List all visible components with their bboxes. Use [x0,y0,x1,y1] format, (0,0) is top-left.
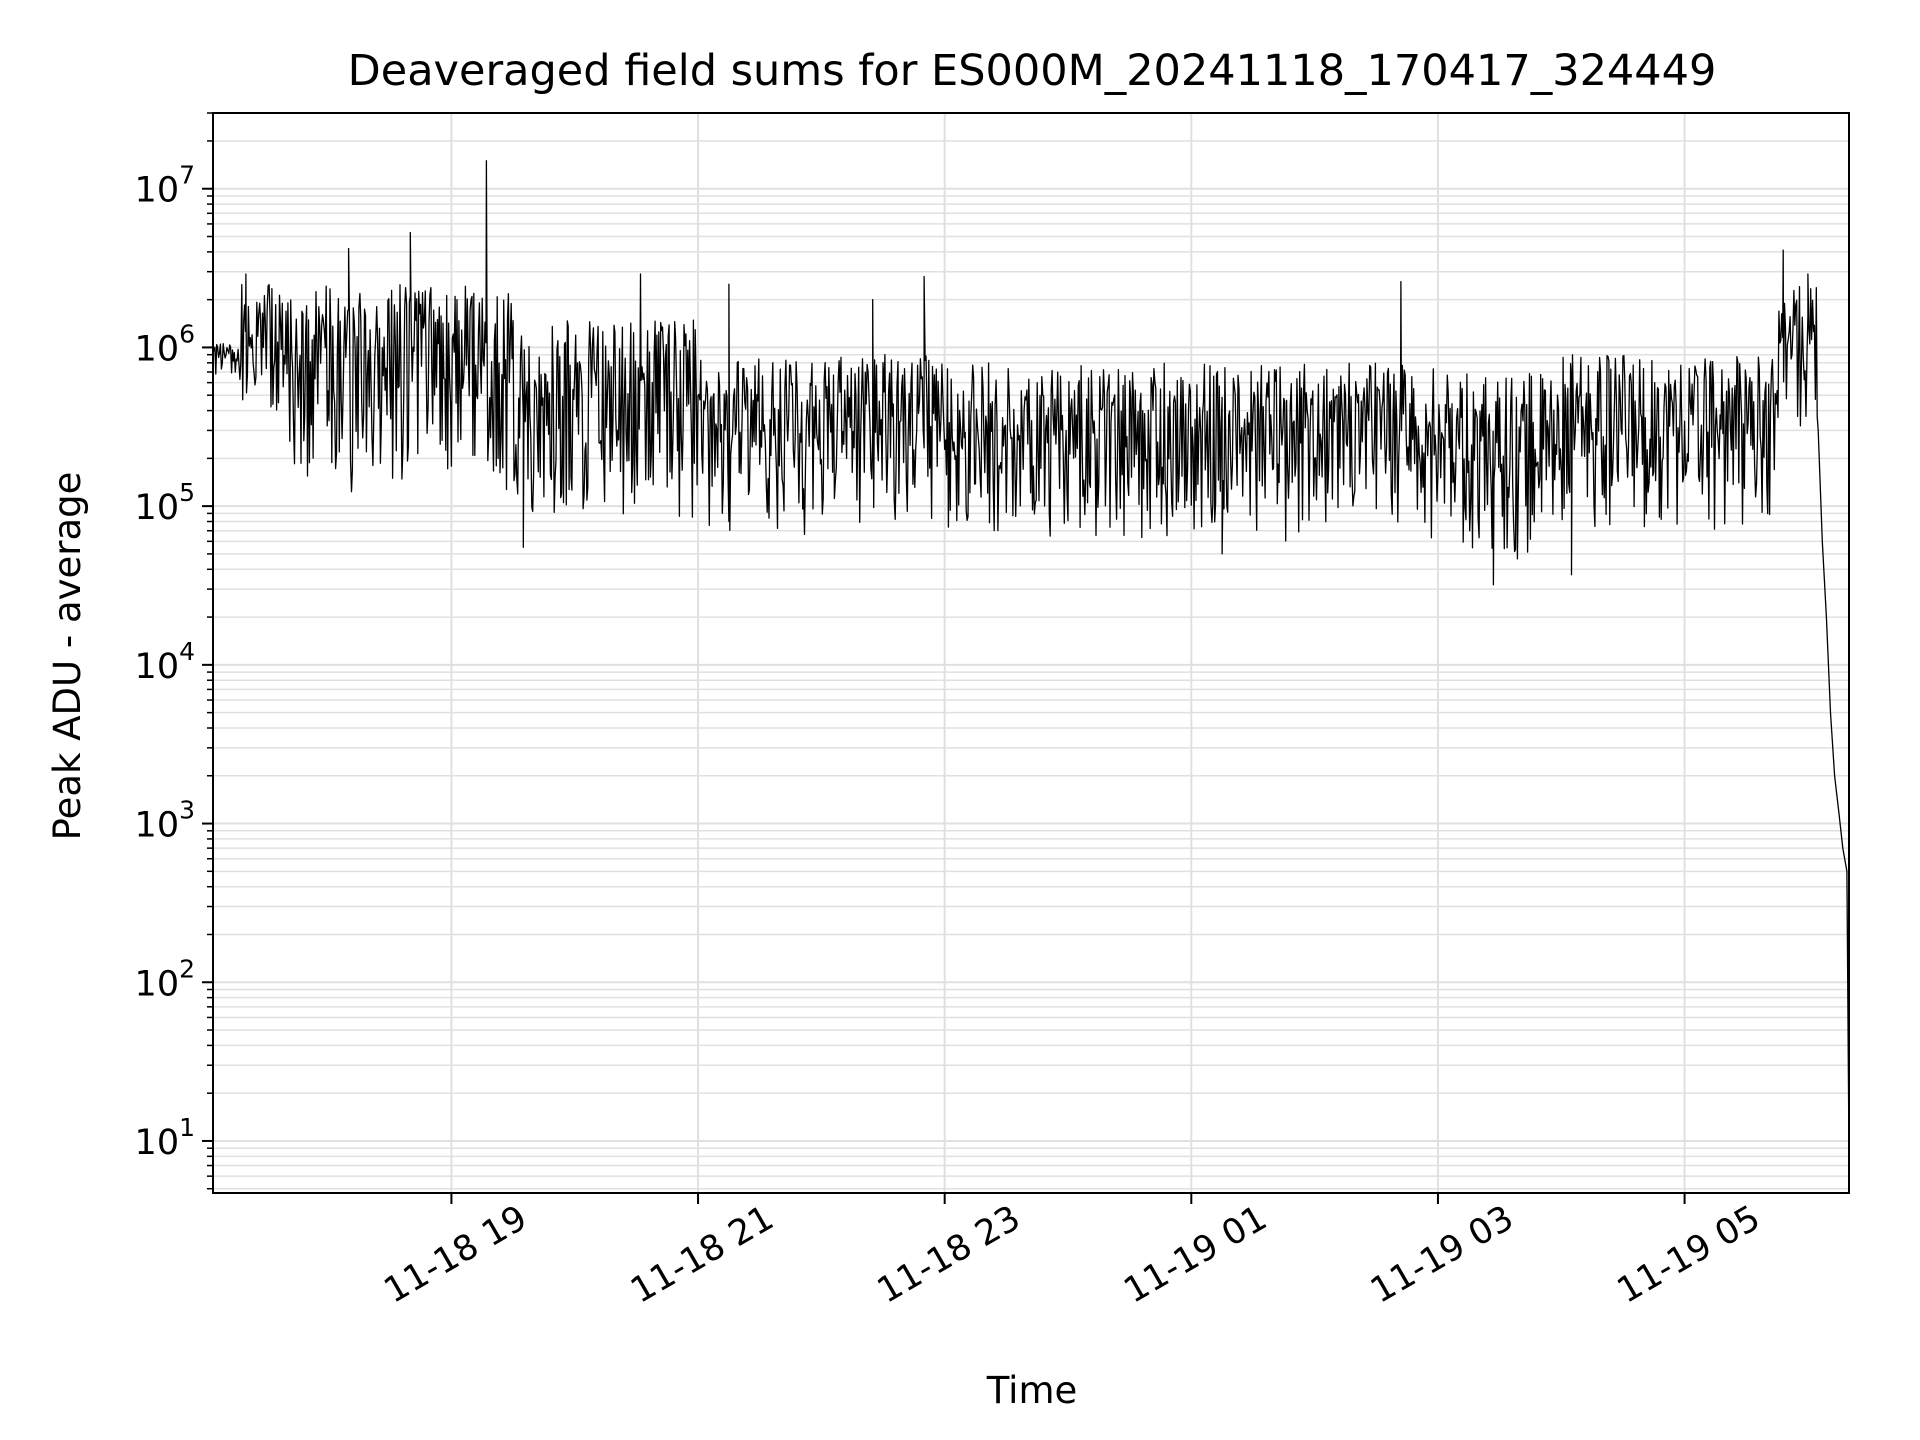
y-axis-label: Peak ADU - average [46,472,89,841]
y-tick-base: 10 [135,488,180,528]
y-tick-label: 105 [135,478,195,528]
y-tick-base: 10 [135,171,180,211]
y-tick-exponent: 7 [179,161,195,190]
y-tick-label: 106 [135,319,195,369]
y-tick-label: 103 [135,796,195,846]
x-tick-label: 11-19 05 [1611,1198,1767,1311]
x-tick-label: 11-18 23 [871,1198,1027,1311]
y-tick-base: 10 [135,647,180,687]
y-tick-exponent: 2 [179,954,195,983]
y-tick-base: 10 [135,1123,180,1163]
data-layer [212,160,1850,1157]
y-tick-label: 104 [135,637,195,687]
x-tick-label: 11-18 21 [624,1198,780,1311]
y-tick-exponent: 3 [179,796,195,825]
x-tick-label: 11-18 19 [378,1198,534,1311]
y-tick-exponent: 4 [179,637,195,666]
x-tick-label: 11-19 01 [1118,1198,1274,1311]
x-axis-label: Time [986,1369,1078,1412]
y-tick-exponent: 1 [179,1113,195,1142]
y-tick-base: 10 [135,964,180,1004]
y-tick-exponent: 5 [179,478,195,507]
y-tick-base: 10 [135,806,180,846]
plot-frame [212,112,1850,1194]
series-line [212,160,1850,1157]
y-tick-base: 10 [135,329,180,369]
y-tick-label: 101 [135,1113,195,1163]
chart-title: Deaveraged field sums for ES000M_2024111… [348,46,1717,96]
y-tick-label: 102 [135,954,195,1004]
grid-layer [213,112,1849,1193]
y-tick-exponent: 6 [179,319,195,348]
x-tick-label: 11-19 03 [1364,1198,1520,1311]
y-tick-label: 107 [135,161,195,211]
